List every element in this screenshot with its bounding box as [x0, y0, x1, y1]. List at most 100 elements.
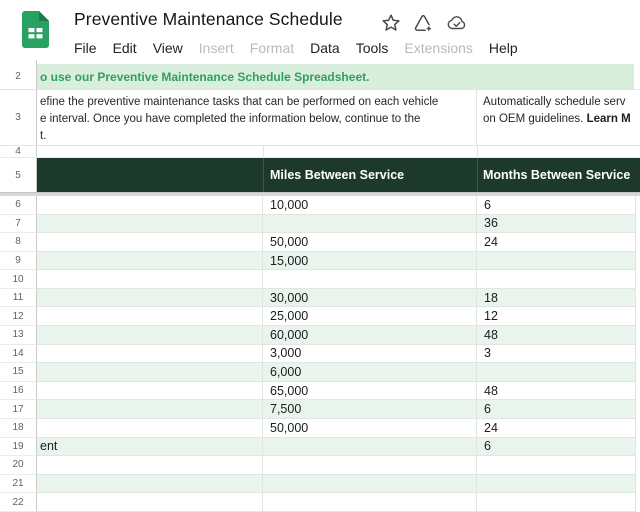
cell-months[interactable]: 48 — [477, 381, 636, 401]
intro-line-1: efine the preventive maintenance tasks t… — [40, 96, 439, 108]
cell-task[interactable] — [37, 307, 263, 327]
cell-task[interactable] — [37, 456, 263, 475]
cell-miles[interactable] — [263, 474, 477, 494]
row-number[interactable]: 4 — [0, 146, 37, 157]
cell-task[interactable] — [37, 214, 263, 234]
row-1-clipped — [0, 60, 640, 64]
row-number[interactable]: 8 — [0, 233, 37, 252]
menu-data[interactable]: Data — [310, 40, 340, 56]
cell-months[interactable]: 3 — [477, 344, 636, 364]
cell-miles[interactable]: 15,000 — [263, 251, 477, 271]
row-number[interactable]: 11 — [0, 288, 37, 308]
row-number[interactable]: 5 — [0, 158, 37, 192]
cell-months[interactable] — [477, 270, 636, 289]
row-number[interactable]: 21 — [0, 474, 37, 494]
cell-miles[interactable]: 6,000 — [263, 363, 477, 382]
row-number[interactable]: 12 — [0, 307, 37, 327]
menu-view[interactable]: View — [152, 40, 183, 56]
row-number[interactable]: 10 — [0, 270, 37, 289]
cell-miles[interactable]: 25,000 — [263, 307, 477, 327]
cell-miles[interactable] — [263, 437, 477, 457]
menu-file[interactable]: File — [74, 40, 97, 56]
column-header-miles[interactable]: Miles Between Service — [270, 168, 405, 182]
cell-task[interactable] — [37, 418, 263, 438]
cell-task[interactable] — [37, 233, 263, 252]
cell-months[interactable]: 24 — [477, 418, 636, 438]
cell-months[interactable]: 12 — [477, 307, 636, 327]
cell-miles[interactable]: 65,000 — [263, 381, 477, 401]
row-number[interactable]: 15 — [0, 363, 37, 382]
menu-tools[interactable]: Tools — [355, 40, 389, 56]
cell-task[interactable] — [37, 363, 263, 382]
cell-miles[interactable]: 10,000 — [263, 196, 477, 215]
row-number[interactable]: 13 — [0, 326, 37, 345]
cloud-check-icon[interactable] — [446, 13, 468, 33]
cell-miles[interactable]: 7,500 — [263, 400, 477, 419]
sheets-logo-icon[interactable] — [22, 11, 49, 48]
cell-months[interactable]: 6 — [477, 196, 636, 215]
row-number[interactable]: 18 — [0, 418, 37, 438]
banner-cell[interactable]: o use our Preventive Maintenance Schedul… — [37, 64, 634, 89]
menu-help[interactable]: Help — [488, 40, 518, 56]
cell-miles[interactable] — [263, 493, 477, 512]
intro-line-2: e interval. Once you have completed the … — [40, 113, 421, 126]
menu-insert[interactable]: Insert — [198, 40, 234, 56]
cell-miles[interactable]: 50,000 — [263, 233, 477, 252]
cell-months[interactable]: 36 — [477, 214, 636, 234]
cell-months[interactable]: 48 — [477, 326, 636, 345]
menu-extensions[interactable]: Extensions — [404, 40, 473, 56]
cell-task[interactable] — [37, 288, 263, 308]
row-number[interactable]: 20 — [0, 456, 37, 475]
row-number[interactable]: 3 — [0, 90, 37, 145]
cell-months[interactable] — [477, 363, 636, 382]
menu-edit[interactable]: Edit — [112, 40, 137, 56]
row-number[interactable]: 22 — [0, 493, 37, 512]
cell-miles[interactable]: 60,000 — [263, 326, 477, 345]
cell-miles[interactable] — [263, 270, 477, 289]
intro-right-cell[interactable]: Automatically schedule serv on OEM guide… — [477, 90, 640, 145]
row-number[interactable]: 9 — [0, 251, 37, 271]
cell-months[interactable] — [477, 493, 636, 512]
table-header-band[interactable]: Miles Between Service Months Between Ser… — [37, 158, 640, 192]
cell-task[interactable] — [37, 400, 263, 419]
cell-task[interactable] — [37, 326, 263, 345]
star-icon[interactable] — [381, 13, 401, 33]
cell-miles[interactable]: 30,000 — [263, 288, 477, 308]
cell-months[interactable] — [477, 251, 636, 271]
cell-task[interactable] — [37, 196, 263, 215]
cell-months[interactable]: 6 — [477, 437, 636, 457]
cell-task[interactable]: ent — [37, 437, 263, 457]
row-number[interactable]: 14 — [0, 344, 37, 364]
cell-months[interactable] — [477, 456, 636, 475]
cell-months[interactable] — [477, 474, 636, 494]
spacer-row[interactable]: 4 — [0, 146, 640, 158]
cell-task[interactable] — [37, 344, 263, 364]
cell-months[interactable]: 24 — [477, 233, 636, 252]
learn-more-link[interactable]: Learn M — [586, 113, 631, 126]
column-header-months[interactable]: Months Between Service — [483, 168, 631, 182]
cell-task[interactable] — [37, 381, 263, 401]
cell-task[interactable] — [37, 251, 263, 271]
cell-miles[interactable] — [263, 456, 477, 475]
top-chrome: Preventive Maintenance Schedule File Edit… — [0, 0, 640, 60]
cell-miles[interactable]: 3,000 — [263, 344, 477, 364]
label-plus-icon[interactable] — [413, 13, 434, 33]
row-number[interactable]: 16 — [0, 381, 37, 401]
cell-task[interactable] — [37, 270, 263, 289]
cell-months[interactable]: 6 — [477, 400, 636, 419]
intro-left-cell[interactable]: efine the preventive maintenance tasks t… — [37, 90, 477, 145]
row-number[interactable]: 19 — [0, 437, 37, 457]
cell-task[interactable] — [37, 493, 263, 512]
row-number[interactable]: 6 — [0, 196, 37, 215]
cell-miles[interactable]: 50,000 — [263, 418, 477, 438]
cell-task[interactable] — [37, 474, 263, 494]
cell-months[interactable]: 18 — [477, 288, 636, 308]
cell-miles[interactable] — [263, 214, 477, 234]
row-number[interactable]: 17 — [0, 400, 37, 419]
row-number[interactable]: 2 — [0, 64, 37, 89]
row-number[interactable]: 7 — [0, 214, 37, 234]
frozen-row-divider[interactable] — [0, 192, 640, 196]
document-title[interactable]: Preventive Maintenance Schedule — [74, 9, 343, 29]
menu-format[interactable]: Format — [249, 40, 295, 56]
